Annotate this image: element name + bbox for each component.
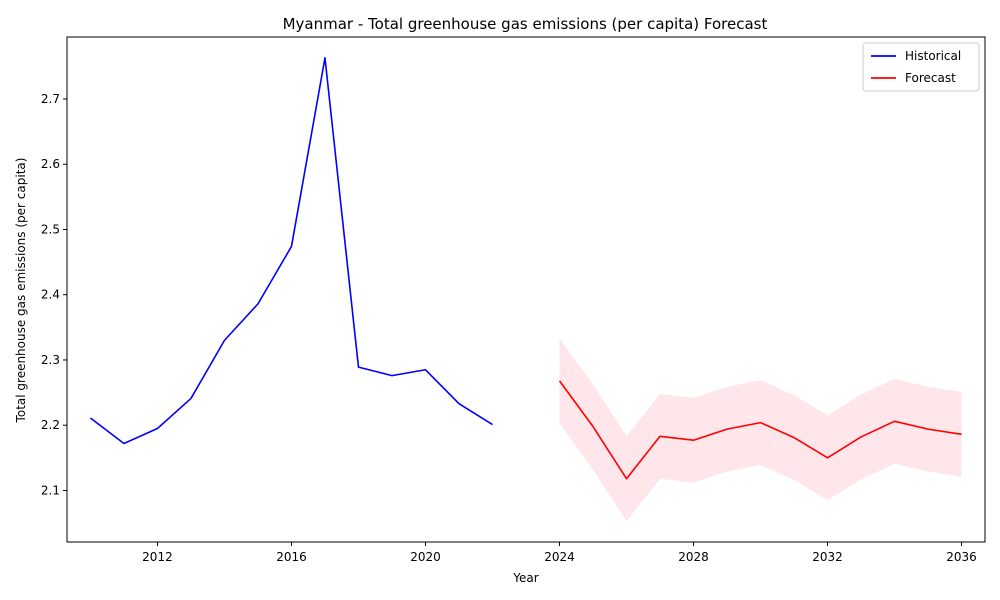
y-tick-label: 2.2 [41, 418, 60, 432]
x-tick-label: 2032 [812, 550, 843, 564]
series-line-forecast [558, 380, 962, 480]
x-tick-label: 2036 [946, 550, 977, 564]
y-axis-label: Total greenhouse gas emissions (per capi… [14, 158, 28, 424]
forecast-confidence-band [559, 338, 962, 522]
y-tick-label: 2.1 [41, 483, 60, 497]
x-tick-label: 2012 [142, 550, 173, 564]
plot-frame [66, 36, 986, 543]
legend-box [862, 42, 980, 92]
y-tick-label: 2.4 [41, 288, 60, 302]
y-tick-label: 2.6 [41, 157, 60, 171]
series-line-historical [89, 57, 493, 445]
axis-ticks: 2012 2016 2020 2024 2028 2032 2036 2.1 2.2 2.3 2.4… [41, 92, 977, 564]
x-tick-label: 2024 [544, 550, 575, 564]
plot-area [89, 57, 962, 522]
x-tick-label: 2020 [410, 550, 441, 564]
legend-label-forecast: Forecast [905, 71, 956, 85]
y-tick-label: 2.3 [41, 353, 60, 367]
legend: Historical Forecast [862, 42, 980, 92]
legend-label-historical: Historical [905, 49, 961, 63]
y-tick-label: 2.7 [41, 92, 60, 106]
x-tick-label: 2028 [678, 550, 709, 564]
y-tick-label: 2.5 [41, 222, 60, 236]
chart-title: Myanmar - Total greenhouse gas emissions… [283, 15, 768, 33]
x-axis-label: Year [512, 571, 538, 585]
x-tick-label: 2016 [276, 550, 307, 564]
